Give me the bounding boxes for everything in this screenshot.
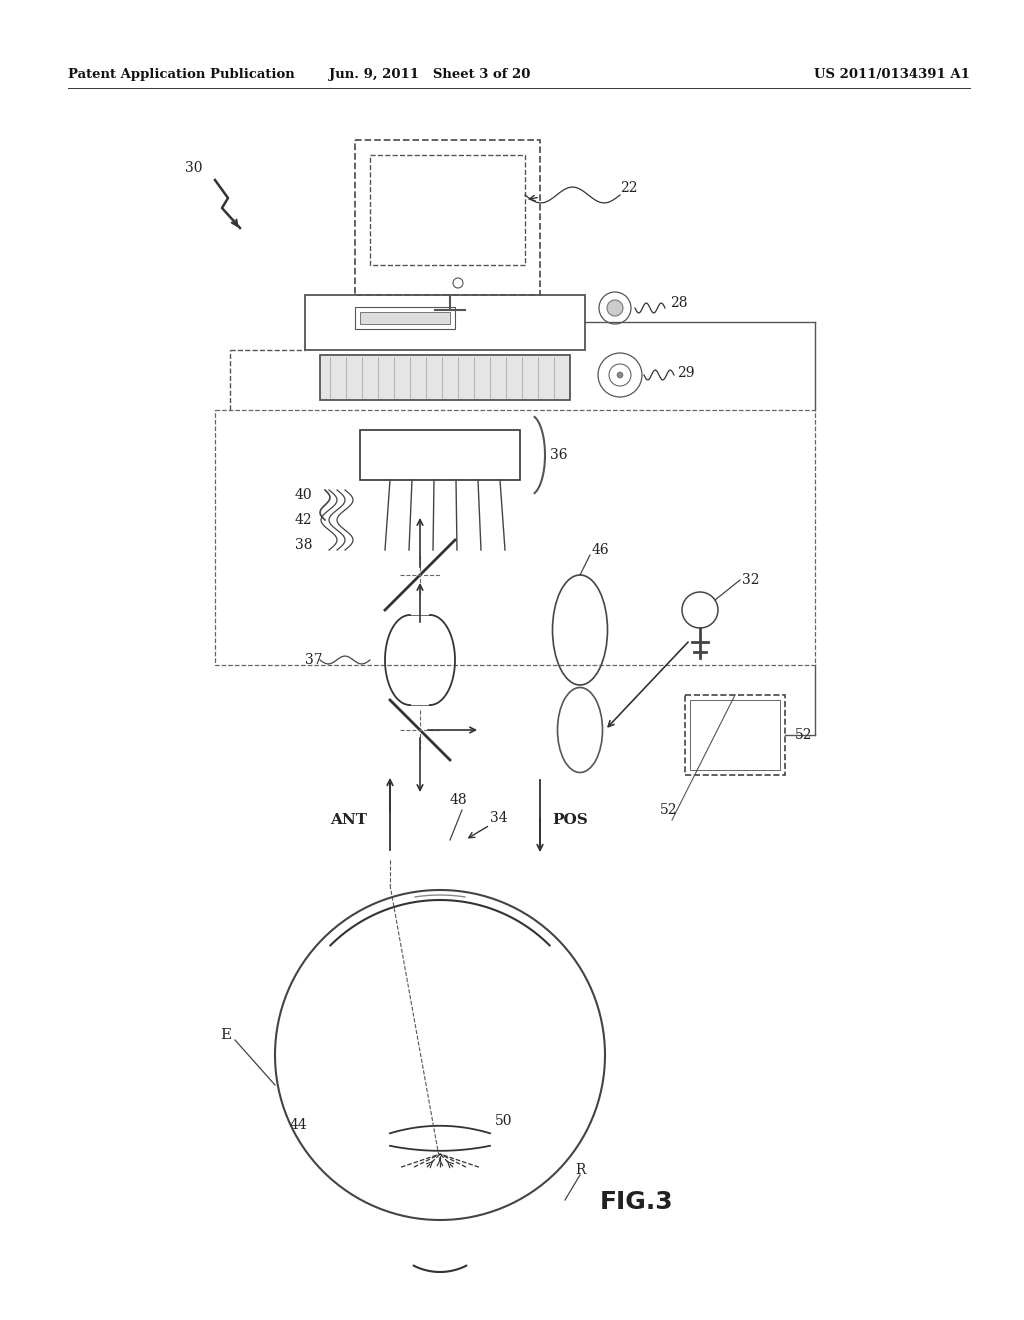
Bar xyxy=(355,308,455,329)
Text: 22: 22 xyxy=(620,181,638,195)
Text: 38: 38 xyxy=(295,539,312,552)
Text: 37: 37 xyxy=(305,653,323,667)
Text: POS: POS xyxy=(552,813,588,828)
Text: ANT: ANT xyxy=(330,813,367,828)
Text: 32: 32 xyxy=(742,573,760,587)
Text: Jun. 9, 2011   Sheet 3 of 20: Jun. 9, 2011 Sheet 3 of 20 xyxy=(330,69,530,81)
Circle shape xyxy=(617,372,623,378)
Text: 28: 28 xyxy=(670,296,687,310)
Bar xyxy=(685,696,785,775)
Bar xyxy=(360,312,450,323)
Text: US 2011/0134391 A1: US 2011/0134391 A1 xyxy=(814,69,970,81)
Text: 42: 42 xyxy=(295,513,312,527)
Bar xyxy=(319,355,570,400)
Text: 30: 30 xyxy=(185,161,203,176)
Bar xyxy=(690,700,780,770)
Bar xyxy=(215,411,815,665)
Text: 34: 34 xyxy=(490,810,508,825)
Text: 52: 52 xyxy=(795,729,812,742)
Text: 52: 52 xyxy=(660,803,678,817)
Text: 50: 50 xyxy=(495,1114,512,1127)
Text: 40: 40 xyxy=(295,488,312,502)
Text: FIG.3: FIG.3 xyxy=(600,1191,674,1214)
Bar xyxy=(370,154,525,265)
Circle shape xyxy=(607,300,623,315)
Bar xyxy=(360,430,520,480)
Text: Patent Application Publication: Patent Application Publication xyxy=(68,69,295,81)
Text: 36: 36 xyxy=(550,447,567,462)
Text: 29: 29 xyxy=(677,366,694,380)
Text: 48: 48 xyxy=(450,793,468,807)
Bar xyxy=(355,140,540,294)
Text: E: E xyxy=(220,1028,231,1041)
Bar xyxy=(305,294,585,350)
Text: 44: 44 xyxy=(290,1118,308,1133)
Text: R: R xyxy=(575,1163,586,1177)
Text: 46: 46 xyxy=(592,543,609,557)
